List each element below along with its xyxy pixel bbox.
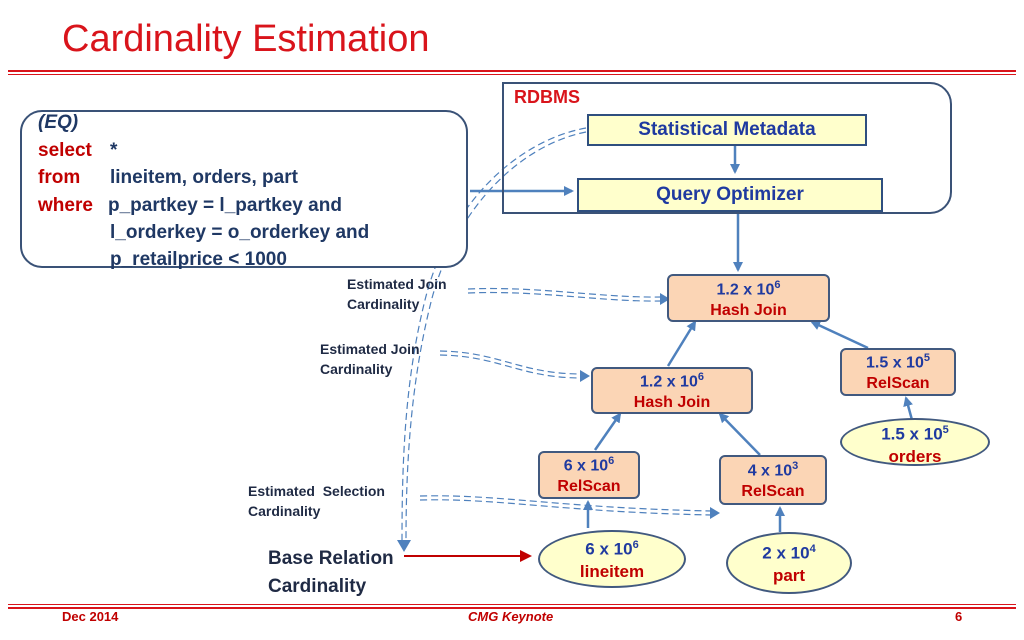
query-optimizer-box: Query Optimizer [577,178,883,212]
orders-cardinality: 1.5 x 105 [881,424,949,444]
query-box [20,110,468,268]
orders-name: orders [888,446,942,466]
estimated-join-note-2: Estimated Join Cardinality [320,341,420,378]
estimated-join-note-1: Estimated Join Cardinality [347,276,447,313]
base-relation-note: Base Relation Cardinality [268,548,394,597]
estimated-join-dashed-arrow-1 [467,287,663,302]
mid-hash-join-cardinality: 1.2 x 106 [640,371,704,391]
part-relscan-node: 4 x 103 RelScan [719,455,827,505]
lineitem-relscan-node: 6 x 106 RelScan [538,451,640,499]
lineitem-scan-to-midjoin-arrow [593,412,622,451]
lineitem-relscan-label: RelScan [557,478,621,496]
footer-rule [8,604,1016,605]
from-value: lineitem, orders, part [110,167,298,188]
footer-rule-thick [8,607,1016,609]
rdbms-box [502,82,952,214]
title-rule [8,70,1016,72]
orders-scan-to-topjoin-arrow [810,320,869,350]
footer-title: CMG Keynote [468,609,554,624]
part-relscan-cardinality: 4 x 103 [747,460,799,480]
title-rule-thin [8,74,1016,75]
top-hash-join-node: 1.2 x 106 Hash Join [667,274,830,322]
estimated-selection-dashed-arrow [419,495,713,516]
page-title: Cardinality Estimation [62,18,430,60]
lineitem-relation-node: 6 x 106 lineitem [538,530,686,588]
mid-hash-join-node: 1.2 x 106 Hash Join [591,367,753,414]
estimated-join-dashed-arrow-2 [439,350,583,379]
where-keyword: where [38,195,93,216]
orders-relscan-cardinality: 1.5 x 105 [866,352,930,372]
query-label: (EQ) [38,112,79,133]
orders-relscan-label: RelScan [866,375,930,393]
metadata-to-base-dashed-arrow [401,127,587,541]
from-keyword: from [38,167,81,188]
mid-hash-join-label: Hash Join [633,394,711,412]
lineitem-cardinality: 6 x 106 [585,539,639,559]
orders-relscan-node: 1.5 x 105 RelScan [840,348,956,396]
rdbms-label: RDBMS [514,87,580,107]
part-relation-node: 2 x 104 part [726,532,852,594]
statistical-metadata-box: Statistical Metadata [587,114,867,146]
estimated-selection-note: Estimated Selection Cardinality [248,483,385,520]
top-hash-join-label: Hash Join [710,302,787,320]
page-number: 6 [955,609,963,624]
midjoin-to-topjoin-arrow [666,320,697,367]
lineitem-relscan-cardinality: 6 x 106 [563,455,615,475]
where-line-2: l_orderkey = o_orderkey and [110,222,370,243]
where-line-3: p_retailprice < 1000 [110,249,287,270]
part-cardinality: 2 x 104 [762,543,816,563]
footer-date: Dec 2014 [62,609,119,624]
lineitem-name: lineitem [579,561,645,581]
orders-to-scan-arrow [903,396,914,421]
select-value: * [110,140,118,161]
orders-relation-node: 1.5 x 105 orders [840,418,990,466]
part-scan-to-midjoin-arrow [718,412,761,456]
where-value: p_partkey = l_partkey and [108,195,342,216]
part-name: part [772,565,806,585]
part-relscan-label: RelScan [741,483,805,501]
top-hash-join-cardinality: 1.2 x 106 [716,279,781,299]
select-keyword: select [38,140,92,161]
